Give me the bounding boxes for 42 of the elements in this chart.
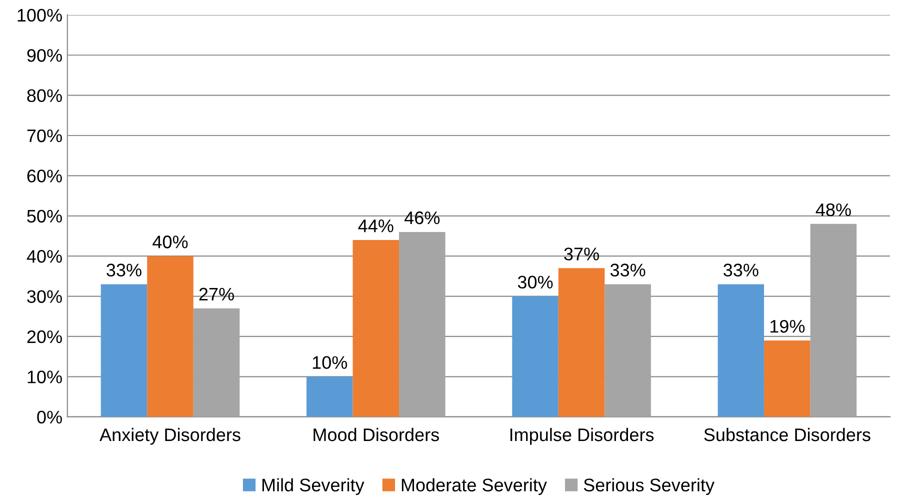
data-label: 27% xyxy=(199,288,234,301)
bar xyxy=(100,284,148,417)
legend-label: Moderate Severity xyxy=(402,478,547,496)
y-tick-label: 70% xyxy=(27,129,62,142)
y-tick-label: 20% xyxy=(27,330,62,344)
bar xyxy=(558,268,605,417)
x-tick-label: Mood Disorders xyxy=(314,428,439,442)
bar xyxy=(512,296,558,417)
bar xyxy=(306,376,353,417)
bar xyxy=(764,340,810,417)
y-tick-label: 30% xyxy=(27,290,62,303)
x-tick-label: Anxiety Disorders xyxy=(100,428,240,445)
y-tick-label: 80% xyxy=(27,89,62,102)
legend-label: Serious Severity xyxy=(584,478,714,496)
data-label: 10% xyxy=(312,356,348,369)
data-label: 30% xyxy=(518,276,553,289)
data-label: 48% xyxy=(816,203,851,216)
legend-label: Mild Severity xyxy=(262,478,364,496)
bar xyxy=(718,284,764,417)
y-tick-label: 60% xyxy=(27,170,62,182)
y-tick-label: 0% xyxy=(37,410,62,424)
bar xyxy=(352,240,400,417)
data-label: 37% xyxy=(564,248,599,260)
x-tick-label: Impulse Disorders xyxy=(510,428,654,445)
x-tick-label: Substance Disorders xyxy=(704,428,870,442)
y-tick-label: 90% xyxy=(27,49,62,62)
data-label: 44% xyxy=(358,220,394,232)
y-tick-label: 10% xyxy=(28,370,62,384)
data-label: 19% xyxy=(770,320,805,333)
bar xyxy=(810,224,857,417)
bar xyxy=(399,232,446,417)
bar xyxy=(604,284,651,417)
bar xyxy=(147,256,194,417)
bar xyxy=(193,308,240,417)
data-label: 40% xyxy=(152,236,188,248)
y-tick-label: 50% xyxy=(27,210,62,223)
data-label: 33% xyxy=(106,264,142,276)
data-label: 33% xyxy=(724,264,758,276)
data-label: 46% xyxy=(404,211,440,224)
data-label: 33% xyxy=(610,264,646,276)
y-tick-label: 100% xyxy=(18,8,62,22)
y-tick-label: 40% xyxy=(26,250,62,263)
